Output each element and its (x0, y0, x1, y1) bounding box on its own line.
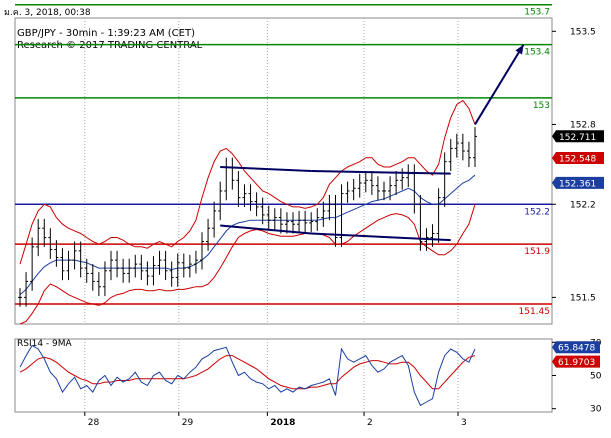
price-tag-label-2: 152.361 (559, 179, 596, 189)
channel-line-3 (311, 170, 451, 175)
rsi-line (19, 344, 476, 407)
rsi-tag-label-1: 61.9703 (558, 358, 595, 368)
channel-line-2 (220, 224, 312, 235)
price-pane-frame (14, 17, 553, 325)
rsi-ma-line (19, 355, 476, 390)
bollinger-upper (19, 99, 476, 265)
channel-line-4 (311, 232, 451, 242)
x-tick-label-1: 29 (182, 418, 194, 428)
rsi-tag-bg-1 (552, 355, 600, 368)
bollinger-lower (19, 204, 476, 325)
x-tick-label-2: 2018 (270, 418, 295, 428)
price-tag-bg-0 (552, 130, 604, 143)
price-tag-bg-2 (552, 176, 604, 189)
x-tick-label-4: 3 (461, 418, 467, 428)
x-tick-label-3: 2 (367, 418, 373, 428)
projection-arrow-head (515, 44, 524, 55)
rsi-tag-bg-0 (552, 341, 600, 354)
rsi-y-label-0: 30 (590, 405, 602, 415)
price-tag-label-0: 152.711 (559, 133, 596, 143)
rsi-y-label-1: 50 (590, 372, 602, 382)
moving-average (19, 174, 476, 296)
level-label-0: 153.7 (524, 8, 550, 18)
projection-arrow-shaft (474, 44, 525, 125)
price-y-label-1: 152.2 (570, 200, 596, 210)
rsi-pane-frame (14, 338, 553, 413)
source-label: Research © 2017 TRADING CENTRAL (17, 40, 203, 51)
price-tag-bg-1 (552, 151, 604, 164)
level-label-4: 151.9 (524, 247, 550, 257)
level-label-5: 151.45 (519, 307, 551, 317)
level-label-1: 153.4 (524, 48, 550, 58)
rsi-tag-label-0: 65.8478 (558, 344, 595, 354)
price-y-label-2: 152.8 (570, 120, 596, 130)
x-tick-label-0: 28 (88, 418, 100, 428)
instrument-label: GBP/JPY - 30min - 1:39:23 AM (CET) (17, 28, 195, 39)
level-label-2: 153 (533, 101, 550, 111)
timestamp-label: ม.ค. 3, 2018, 00:38 (4, 8, 91, 18)
price-y-label-3: 153.5 (570, 27, 596, 37)
price-tag-label-1: 152.548 (559, 154, 596, 164)
price-y-label-0: 151.5 (570, 293, 596, 303)
rsi-title: RSI14 - 9MA (17, 339, 72, 349)
level-label-3: 152.2 (524, 207, 550, 217)
channel-line-1 (220, 166, 312, 172)
